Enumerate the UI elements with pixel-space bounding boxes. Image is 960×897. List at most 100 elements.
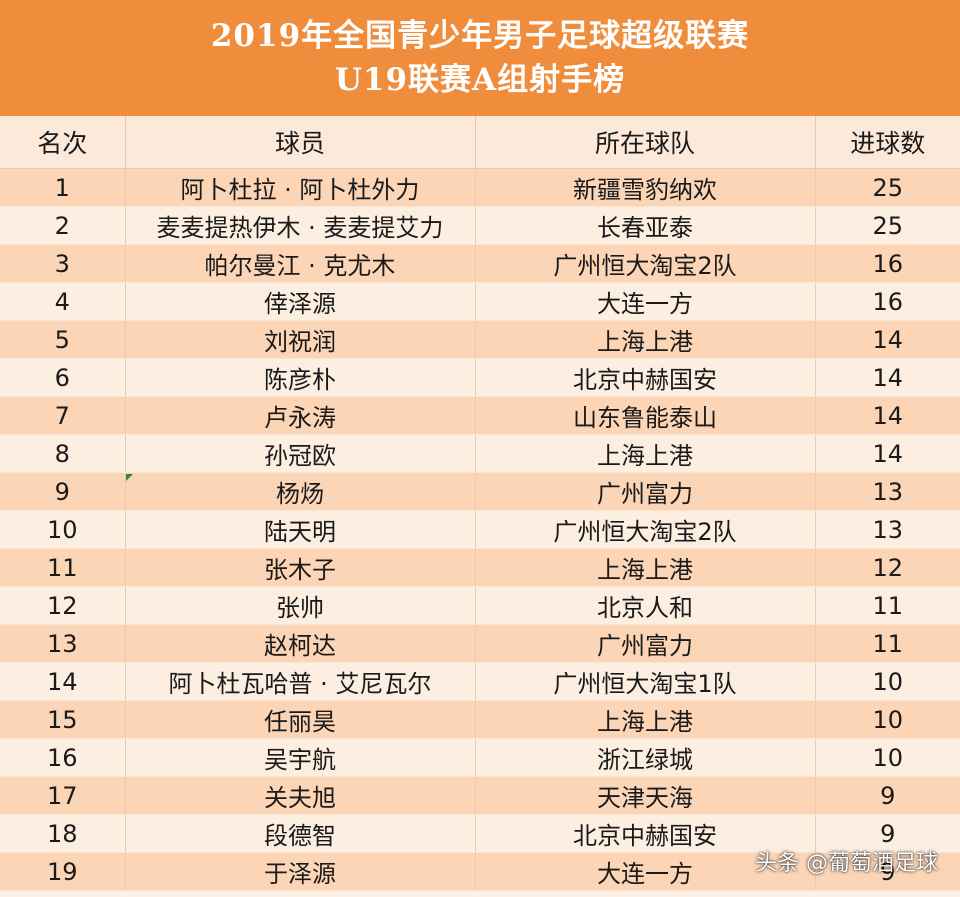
player-cell: 倖泽源 — [125, 282, 476, 321]
header-player: 球员 — [125, 116, 476, 169]
team-cell: 广州富力 — [475, 624, 816, 663]
title-banner: 2019年全国青少年男子足球超级联赛 U19联赛A组射手榜 — [0, 0, 960, 116]
goals-cell: 11 — [815, 624, 960, 663]
goals-cell: 12 — [815, 548, 960, 587]
player-cell: 麦麦提热伊木 · 麦麦提艾力 — [125, 206, 476, 245]
header-goals: 进球数 — [815, 116, 960, 169]
team-cell: 上海上港 — [475, 700, 816, 739]
table-row: 14 阿卜杜瓦哈普 · 艾尼瓦尔 广州恒大淘宝1队 10 — [0, 662, 960, 701]
team-cell: 天津天海 — [475, 776, 816, 815]
goals-cell: 13 — [815, 472, 960, 511]
watermark: 头条 @葡萄酒足球 — [755, 851, 938, 876]
team-cell: 广州恒大淘宝2队 — [475, 244, 816, 283]
goals-cell: 25 — [815, 168, 960, 207]
scorers-table: 名次 球员 所在球队 进球数 1 阿卜杜拉 · 阿卜杜外力 新疆雪豹纳欢 25 2 麦麦提… — [0, 116, 960, 891]
rank-cell: 9 — [0, 472, 126, 511]
goals-cell: 14 — [815, 358, 960, 397]
player-cell: 杨炀 — [125, 472, 476, 511]
player-cell: 关夫旭 — [125, 776, 476, 815]
team-cell: 北京人和 — [475, 586, 816, 625]
team-cell: 新疆雪豹纳欢 — [475, 168, 816, 207]
goals-cell: 14 — [815, 396, 960, 435]
team-cell: 长春亚泰 — [475, 206, 816, 245]
player-cell: 吴宇航 — [125, 738, 476, 777]
team-cell: 上海上港 — [475, 548, 816, 587]
goals-cell: 9 — [815, 776, 960, 815]
table-row: 7 卢永涛 山东鲁能泰山 14 — [0, 396, 960, 435]
rank-cell: 6 — [0, 358, 126, 397]
player-cell: 于泽源 — [125, 852, 476, 891]
player-cell: 陈彦朴 — [125, 358, 476, 397]
rank-cell: 1 — [0, 168, 126, 207]
goals-cell: 25 — [815, 206, 960, 245]
rank-cell: 13 — [0, 624, 126, 663]
table-row: 15 任丽昊 上海上港 10 — [0, 700, 960, 739]
rank-cell: 10 — [0, 510, 126, 549]
table-row: 13 赵柯达 广州富力 11 — [0, 624, 960, 663]
table-row: 3 帕尔曼江 · 克尤木 广州恒大淘宝2队 16 — [0, 244, 960, 283]
goals-cell: 16 — [815, 282, 960, 321]
player-cell: 帕尔曼江 · 克尤木 — [125, 244, 476, 283]
player-cell: 陆天明 — [125, 510, 476, 549]
goals-cell: 10 — [815, 738, 960, 777]
table-row: 4 倖泽源 大连一方 16 — [0, 282, 960, 321]
title-line-1: 2019年全国青少年男子足球超级联赛 — [210, 18, 750, 54]
cell-comment-marker — [126, 474, 133, 481]
rank-cell: 17 — [0, 776, 126, 815]
goals-cell: 13 — [815, 510, 960, 549]
team-cell: 浙江绿城 — [475, 738, 816, 777]
player-cell: 孙冠欧 — [125, 434, 476, 473]
table-row: 8 孙冠欧 上海上港 14 — [0, 434, 960, 473]
rank-cell: 2 — [0, 206, 126, 245]
team-cell: 广州恒大淘宝2队 — [475, 510, 816, 549]
header-rank: 名次 — [0, 116, 126, 169]
goals-cell: 10 — [815, 700, 960, 739]
team-cell: 大连一方 — [475, 282, 816, 321]
table-row: 9 杨炀 广州富力 13 — [0, 472, 960, 511]
player-cell: 赵柯达 — [125, 624, 476, 663]
player-cell: 阿卜杜瓦哈普 · 艾尼瓦尔 — [125, 662, 476, 701]
table-row: 10 陆天明 广州恒大淘宝2队 13 — [0, 510, 960, 549]
title-line-2: U19联赛A组射手榜 — [334, 62, 626, 98]
table-row: 6 陈彦朴 北京中赫国安 14 — [0, 358, 960, 397]
rank-cell: 16 — [0, 738, 126, 777]
rank-cell: 3 — [0, 244, 126, 283]
rank-cell: 12 — [0, 586, 126, 625]
player-cell: 张帅 — [125, 586, 476, 625]
team-cell: 上海上港 — [475, 320, 816, 359]
player-cell: 卢永涛 — [125, 396, 476, 435]
table-row: 19 于泽源 大连一方 9 — [0, 852, 960, 891]
rank-cell: 14 — [0, 662, 126, 701]
team-cell: 广州富力 — [475, 472, 816, 511]
goals-cell: 14 — [815, 434, 960, 473]
table-row: 16 吴宇航 浙江绿城 10 — [0, 738, 960, 777]
rank-cell: 15 — [0, 700, 126, 739]
rank-cell: 7 — [0, 396, 126, 435]
team-cell: 大连一方 — [475, 852, 816, 891]
table-row: 17 关夫旭 天津天海 9 — [0, 776, 960, 815]
goals-cell: 11 — [815, 586, 960, 625]
team-cell: 北京中赫国安 — [475, 814, 816, 853]
rank-cell: 19 — [0, 852, 126, 891]
goals-cell: 9 — [815, 852, 960, 891]
table-row: 12 张帅 北京人和 11 — [0, 586, 960, 625]
header-team: 所在球队 — [475, 116, 816, 169]
table-header-row: 名次 球员 所在球队 进球数 — [0, 116, 960, 169]
player-cell: 任丽昊 — [125, 700, 476, 739]
rank-cell: 4 — [0, 282, 126, 321]
rank-cell: 5 — [0, 320, 126, 359]
player-cell: 刘祝润 — [125, 320, 476, 359]
table-row: 11 张木子 上海上港 12 — [0, 548, 960, 587]
player-cell: 阿卜杜拉 · 阿卜杜外力 — [125, 168, 476, 207]
goals-cell: 10 — [815, 662, 960, 701]
team-cell: 广州恒大淘宝1队 — [475, 662, 816, 701]
goals-cell: 16 — [815, 244, 960, 283]
player-cell: 张木子 — [125, 548, 476, 587]
table-row: 1 阿卜杜拉 · 阿卜杜外力 新疆雪豹纳欢 25 — [0, 168, 960, 207]
rank-cell: 18 — [0, 814, 126, 853]
goals-cell: 9 — [815, 814, 960, 853]
player-cell: 段德智 — [125, 814, 476, 853]
table-row: 2 麦麦提热伊木 · 麦麦提艾力 长春亚泰 25 — [0, 206, 960, 245]
team-cell: 山东鲁能泰山 — [475, 396, 816, 435]
